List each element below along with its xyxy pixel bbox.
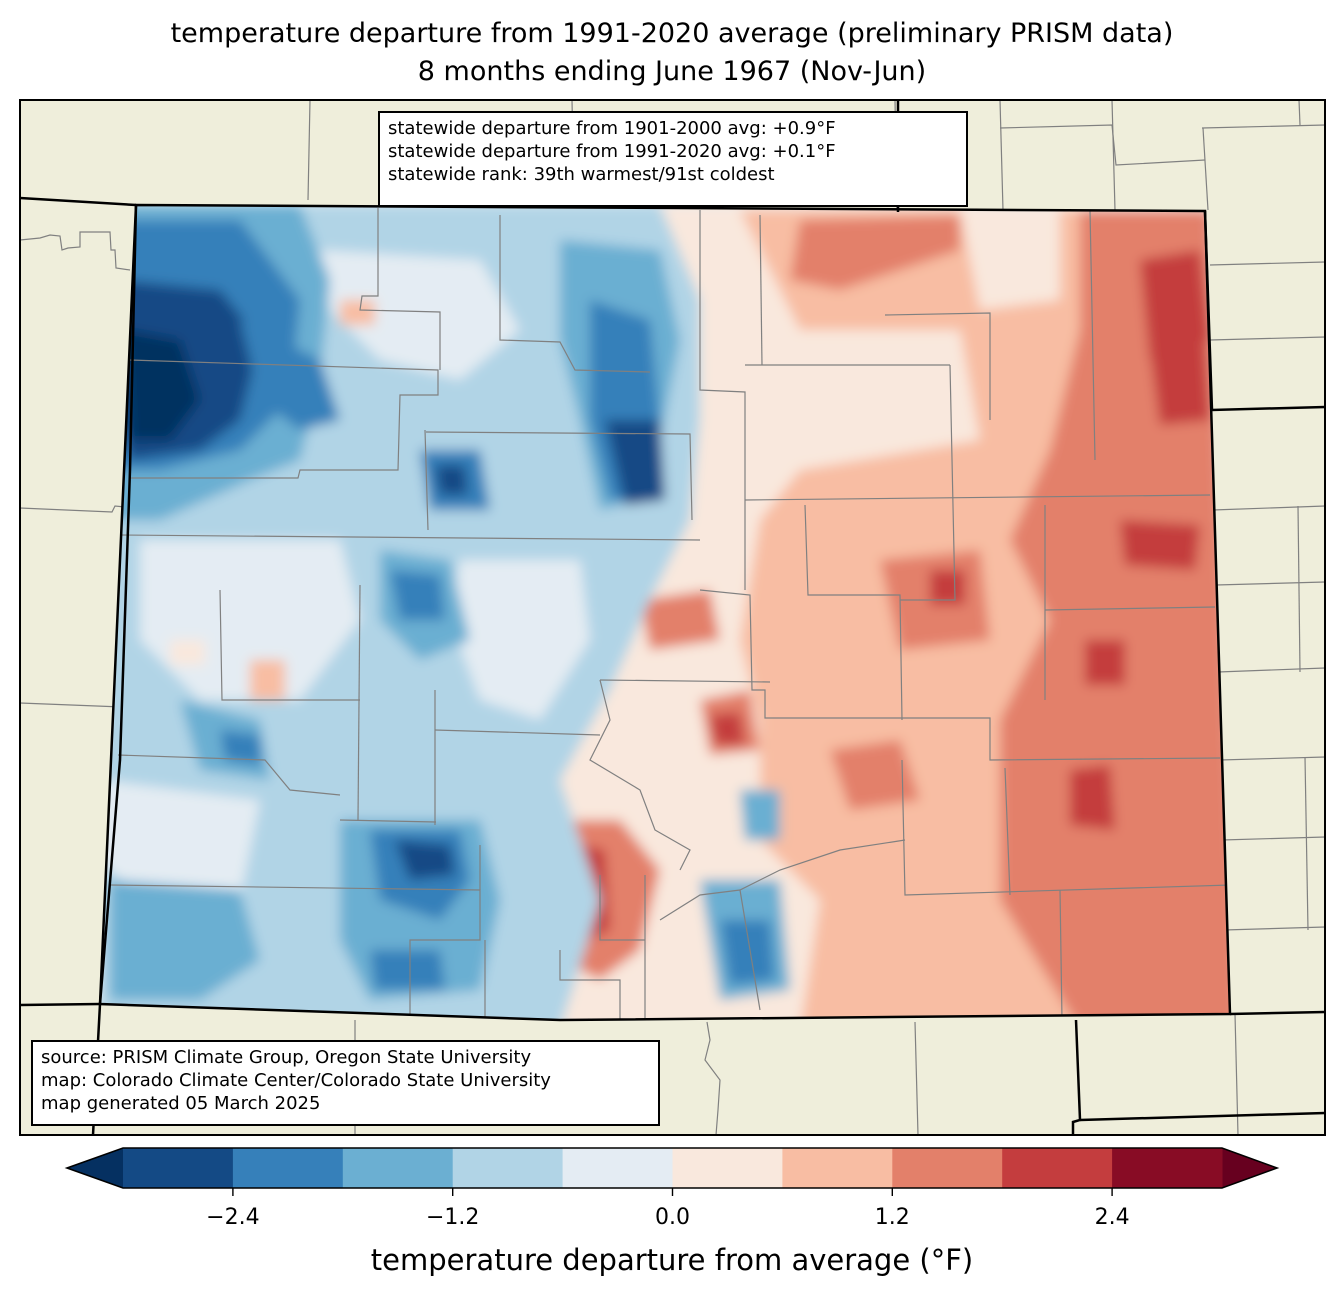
map-title: temperature departure from 1991-2020 ave…	[170, 18, 1174, 49]
colorbar-tick-label: 2.4	[1094, 1205, 1130, 1230]
colorbar-tick-label: −1.2	[425, 1205, 480, 1230]
colorbar-bin	[1002, 1148, 1113, 1188]
colorbar-tick-label: −2.4	[206, 1205, 260, 1230]
statewide-stats-box: statewide departure from 1901-2000 avg: …	[378, 111, 968, 207]
credits-box: source: PRISM Climate Group, Oregon Stat…	[31, 1040, 660, 1126]
colorbar-tick-label: 0.0	[655, 1205, 690, 1230]
colorbar-tick-label: 1.2	[874, 1205, 910, 1230]
colorbar-bin	[672, 1148, 783, 1188]
stats-line-1991-2020: statewide departure from 1991-2020 avg: …	[388, 141, 836, 162]
colorbar-bin	[562, 1148, 673, 1188]
colorbar-bin	[232, 1148, 344, 1188]
credits-generated: map generated 05 March 2025	[41, 1093, 321, 1114]
colorbar-under-extension	[67, 1148, 123, 1188]
colorbar	[64, 1147, 1280, 1196]
colorbar-bin	[342, 1148, 454, 1188]
credits-source: source: PRISM Climate Group, Oregon Stat…	[41, 1047, 532, 1068]
map-subtitle: 8 months ending June 1967 (Nov-Jun)	[417, 56, 927, 87]
colorbar-over-extension	[1222, 1148, 1277, 1188]
temperature-field	[100, 205, 1230, 1020]
credits-map: map: Colorado Climate Center/Colorado St…	[41, 1070, 551, 1091]
colorbar-bin	[892, 1148, 1003, 1188]
county-lines	[109, 208, 1230, 1020]
colorado-border	[98, 203, 1232, 1022]
colorbar-label: temperature departure from average (°F)	[370, 1243, 974, 1277]
stats-line-1901-2000: statewide departure from 1901-2000 avg: …	[388, 118, 836, 139]
colorbar-outline	[64, 1147, 1280, 1189]
map-frame	[19, 99, 1326, 1136]
stats-line-rank: statewide rank: 39th warmest/91st coldes…	[388, 164, 775, 185]
colorbar-bin	[452, 1148, 564, 1188]
colorbar-bin	[123, 1148, 234, 1188]
colorbar-bin	[1112, 1148, 1223, 1188]
colorbar-bin	[782, 1148, 893, 1188]
